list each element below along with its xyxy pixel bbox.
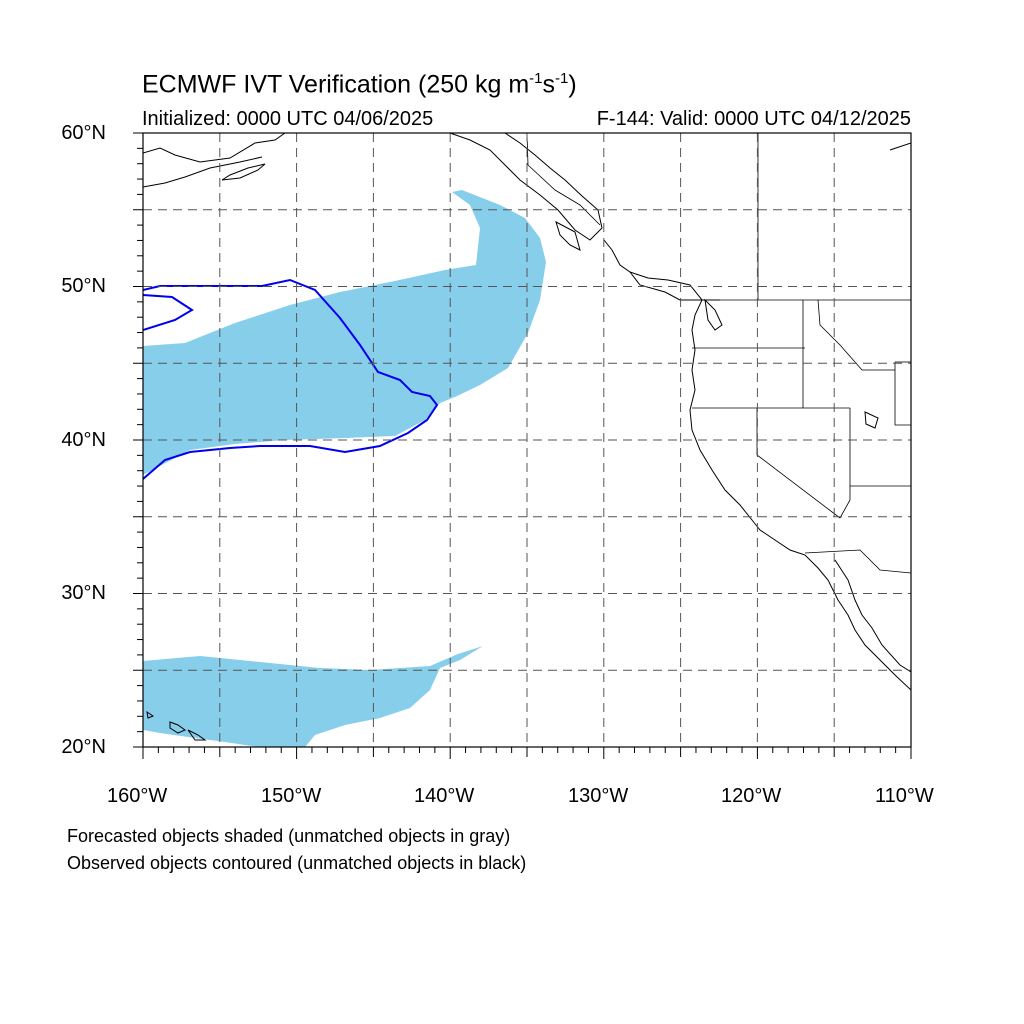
lat-label-60: 60°N <box>61 122 106 144</box>
state-borders <box>526 133 911 574</box>
observed-object-contour <box>143 278 439 480</box>
forecast-object-south <box>143 646 483 747</box>
lat-label-20: 20°N <box>61 736 106 758</box>
lon-label-160w: 160°W <box>107 785 168 807</box>
lat-label-30: 30°N <box>61 582 106 604</box>
forecast-object-north <box>143 190 546 475</box>
lon-label-110w: 110°W <box>875 785 934 807</box>
axis-ticks <box>133 132 912 759</box>
lon-label-130w: 130°W <box>568 785 629 807</box>
lon-label-150w: 150°W <box>261 785 322 807</box>
valid-label: F-144: Valid: 0000 UTC 04/12/2025 <box>596 108 911 130</box>
lon-label-140w: 140°W <box>414 785 475 807</box>
lon-label-120w: 120°W <box>721 785 782 807</box>
note-observed: Observed objects contoured (unmatched ob… <box>67 853 527 873</box>
lat-label-50: 50°N <box>61 275 106 297</box>
note-forecast: Forecasted objects shaded (unmatched obj… <box>67 826 511 846</box>
initialized-label: Initialized: 0000 UTC 04/06/2025 <box>142 108 434 130</box>
chart-title: ECMWF IVT Verification (250 kg m-1s-1) <box>142 70 577 99</box>
gridlines <box>143 133 911 747</box>
lat-label-40: 40°N <box>61 429 106 451</box>
coastlines <box>143 133 911 691</box>
